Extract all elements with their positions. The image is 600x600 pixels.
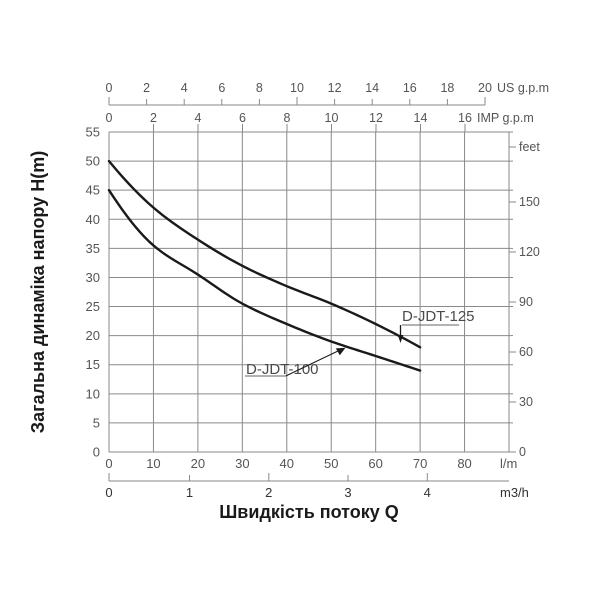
svg-text:150: 150	[519, 195, 540, 209]
svg-text:3: 3	[344, 485, 351, 500]
svg-text:8: 8	[284, 111, 291, 125]
svg-text:10: 10	[146, 456, 160, 471]
svg-text:18: 18	[440, 81, 454, 95]
svg-text:80: 80	[457, 456, 471, 471]
svg-text:50: 50	[324, 456, 338, 471]
svg-text:55: 55	[86, 125, 100, 140]
svg-text:120: 120	[519, 245, 540, 259]
svg-text:6: 6	[239, 111, 246, 125]
svg-text:l/m: l/m	[500, 456, 517, 471]
svg-text:0: 0	[93, 445, 100, 460]
svg-text:Швидкість потоку Q: Швидкість потоку Q	[219, 502, 399, 522]
svg-text:0: 0	[519, 445, 526, 459]
svg-text:60: 60	[519, 345, 533, 359]
svg-text:2: 2	[265, 485, 272, 500]
svg-text:10: 10	[325, 111, 339, 125]
svg-text:30: 30	[86, 270, 100, 285]
svg-text:D-JDT-125: D-JDT-125	[402, 308, 475, 325]
svg-text:35: 35	[86, 241, 100, 256]
svg-text:70: 70	[413, 456, 427, 471]
svg-text:2: 2	[150, 111, 157, 125]
svg-text:20: 20	[86, 328, 100, 343]
svg-text:40: 40	[280, 456, 294, 471]
svg-text:16: 16	[403, 81, 417, 95]
svg-text:12: 12	[328, 81, 342, 95]
svg-text:90: 90	[519, 295, 533, 309]
svg-text:feet: feet	[519, 140, 540, 154]
svg-text:5: 5	[93, 415, 100, 430]
svg-text:50: 50	[86, 154, 100, 169]
svg-text:14: 14	[414, 111, 428, 125]
svg-text:20: 20	[191, 456, 205, 471]
svg-text:12: 12	[369, 111, 383, 125]
svg-text:Загальна динаміка напору H(m): Загальна динаміка напору H(m)	[28, 151, 48, 433]
svg-text:0: 0	[105, 456, 112, 471]
svg-text:2: 2	[143, 81, 150, 95]
svg-text:D-JDT-100: D-JDT-100	[246, 361, 319, 378]
svg-text:4: 4	[195, 111, 202, 125]
svg-text:25: 25	[86, 299, 100, 314]
svg-text:m3/h: m3/h	[500, 485, 529, 500]
svg-text:40: 40	[86, 212, 100, 227]
svg-text:IMP g.p.m: IMP g.p.m	[477, 111, 534, 125]
svg-text:14: 14	[365, 81, 379, 95]
svg-text:20: 20	[478, 81, 492, 95]
svg-text:4: 4	[424, 485, 431, 500]
svg-text:60: 60	[368, 456, 382, 471]
svg-text:0: 0	[106, 81, 113, 95]
svg-text:10: 10	[290, 81, 304, 95]
svg-text:30: 30	[519, 395, 533, 409]
svg-text:45: 45	[86, 183, 100, 198]
svg-text:10: 10	[86, 386, 100, 401]
svg-text:0: 0	[106, 111, 113, 125]
svg-text:15: 15	[86, 357, 100, 372]
svg-text:30: 30	[235, 456, 249, 471]
svg-text:8: 8	[256, 81, 263, 95]
svg-text:US g.p.m: US g.p.m	[497, 81, 549, 95]
svg-text:16: 16	[458, 111, 472, 125]
svg-text:1: 1	[186, 485, 193, 500]
svg-text:4: 4	[181, 81, 188, 95]
svg-text:6: 6	[218, 81, 225, 95]
svg-text:0: 0	[105, 485, 112, 500]
